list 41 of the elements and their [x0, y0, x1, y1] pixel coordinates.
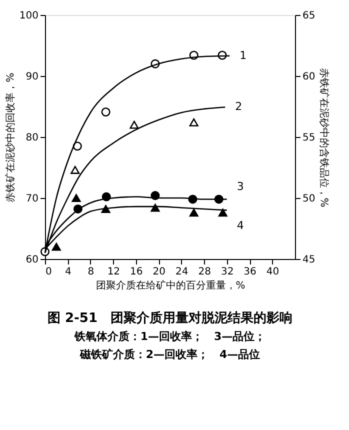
point	[218, 208, 228, 217]
point	[189, 118, 198, 126]
point	[52, 242, 61, 251]
x-tick-label: 20	[152, 266, 166, 278]
y2-axis-title: 赤铁矿在泥砂中的含铁品位，%	[318, 68, 330, 208]
text: 铁氧体介质：1—回收率； 3—品位；	[73, 330, 266, 343]
point	[150, 204, 160, 212]
x-tick-label: 4	[65, 266, 72, 278]
y2-tick-label: 55	[302, 132, 316, 144]
point	[189, 208, 198, 217]
y-axis-title: 赤铁矿在泥砂中的回收率，%	[4, 72, 16, 202]
text: 磁铁矿介质：2—回收率； 4—品位	[78, 348, 260, 361]
y2-tick-label: 60	[302, 72, 316, 82]
text: 图 2-51 团聚介质用量对脱泥结果的影响	[47, 310, 293, 326]
y-tick-label: 60	[26, 254, 38, 266]
series-label: 3	[236, 180, 244, 194]
point	[101, 204, 110, 213]
y-tick-label: 80	[26, 132, 38, 144]
x-tick-label: 40	[266, 266, 280, 278]
point	[70, 166, 80, 174]
point	[101, 107, 110, 117]
y2-tick-label: 45	[302, 254, 316, 266]
series-label: 1	[240, 48, 247, 62]
series-label: 2	[235, 100, 242, 114]
series-label: 4	[236, 219, 244, 232]
point	[130, 120, 139, 129]
x-tick-label: 32	[220, 266, 234, 278]
point	[72, 194, 81, 202]
y-tick-label: 100	[19, 10, 38, 22]
x-tick-label: 24	[175, 266, 188, 278]
x-tick-label: 36	[244, 266, 256, 278]
y2-tick-label: 50	[302, 194, 316, 204]
y2-tick-label: 65	[302, 10, 316, 22]
y-tick-label: 90	[26, 72, 38, 82]
x-axis-title: 团聚介质在给矿中的百分重量，%	[96, 280, 246, 292]
x-tick-label: 8	[88, 266, 94, 278]
y-tick-label: 70	[26, 194, 38, 204]
x-tick-label: 28	[198, 266, 211, 278]
x-tick-label: 16	[130, 266, 143, 278]
x-tick-label: 0	[46, 266, 52, 278]
x-tick-label: 12	[107, 266, 120, 278]
